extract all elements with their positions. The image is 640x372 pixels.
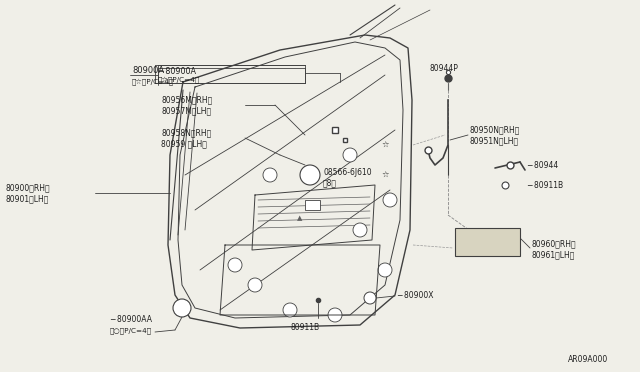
Text: 80900A: 80900A bbox=[132, 65, 164, 74]
Circle shape bbox=[300, 165, 320, 185]
Text: 80944P: 80944P bbox=[430, 64, 459, 73]
Text: ☆: ☆ bbox=[381, 141, 388, 150]
Text: 80958N（RH）: 80958N（RH） bbox=[161, 128, 211, 138]
Text: 80961（LH）: 80961（LH） bbox=[532, 250, 575, 260]
Circle shape bbox=[378, 263, 392, 277]
Text: ─ 80900X: ─ 80900X bbox=[397, 291, 433, 299]
Text: 80960（RH）: 80960（RH） bbox=[532, 240, 577, 248]
Text: 80901（LH）: 80901（LH） bbox=[5, 195, 49, 203]
Circle shape bbox=[383, 193, 397, 207]
Bar bbox=[455, 228, 520, 256]
Text: ─ 80911B: ─ 80911B bbox=[527, 180, 563, 189]
Text: AR09A000: AR09A000 bbox=[568, 356, 608, 365]
Text: 80959 （LH）: 80959 （LH） bbox=[161, 140, 207, 148]
Text: （☆印P/C=4）: （☆印P/C=4） bbox=[132, 78, 174, 86]
Text: 08566-6J610: 08566-6J610 bbox=[323, 167, 372, 176]
Circle shape bbox=[173, 299, 191, 317]
Circle shape bbox=[283, 303, 297, 317]
Text: （○印P/C=4）: （○印P/C=4） bbox=[110, 328, 152, 334]
Text: （☆印P/C=4）: （☆印P/C=4） bbox=[158, 77, 200, 84]
Text: S: S bbox=[307, 170, 312, 180]
Text: 80956M（RH）: 80956M（RH） bbox=[161, 96, 212, 105]
Circle shape bbox=[228, 258, 242, 272]
Text: ─ 80900AA: ─ 80900AA bbox=[110, 315, 152, 324]
Text: 80950N（RH）: 80950N（RH） bbox=[470, 125, 520, 135]
Circle shape bbox=[364, 292, 376, 304]
Bar bbox=[305, 200, 320, 210]
Circle shape bbox=[353, 223, 367, 237]
Text: 80957M（LH）: 80957M（LH） bbox=[161, 106, 211, 115]
Circle shape bbox=[343, 148, 357, 162]
Text: ─ 80900A: ─ 80900A bbox=[158, 67, 196, 76]
Text: ▲: ▲ bbox=[298, 215, 303, 221]
Circle shape bbox=[248, 278, 262, 292]
Text: ─ 80944: ─ 80944 bbox=[527, 160, 558, 170]
Text: 80900（RH）: 80900（RH） bbox=[5, 183, 50, 192]
Text: （8）: （8） bbox=[323, 179, 337, 187]
Text: 80951N（LH）: 80951N（LH） bbox=[470, 137, 519, 145]
Text: ☆: ☆ bbox=[381, 170, 388, 180]
Text: AA: AA bbox=[179, 305, 186, 311]
Circle shape bbox=[263, 168, 277, 182]
Text: 80911B: 80911B bbox=[291, 324, 319, 333]
Circle shape bbox=[328, 308, 342, 322]
